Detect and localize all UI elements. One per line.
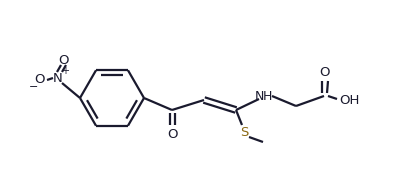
Text: O: O (167, 128, 178, 141)
Text: H: H (262, 90, 271, 103)
Text: S: S (239, 126, 247, 139)
Text: N: N (53, 71, 63, 84)
Text: −: − (29, 82, 38, 92)
Text: O: O (35, 73, 45, 86)
Text: O: O (58, 53, 69, 66)
Text: OH: OH (338, 94, 358, 107)
Text: O: O (319, 66, 329, 79)
Text: N: N (254, 90, 263, 103)
Text: +: + (61, 66, 69, 76)
